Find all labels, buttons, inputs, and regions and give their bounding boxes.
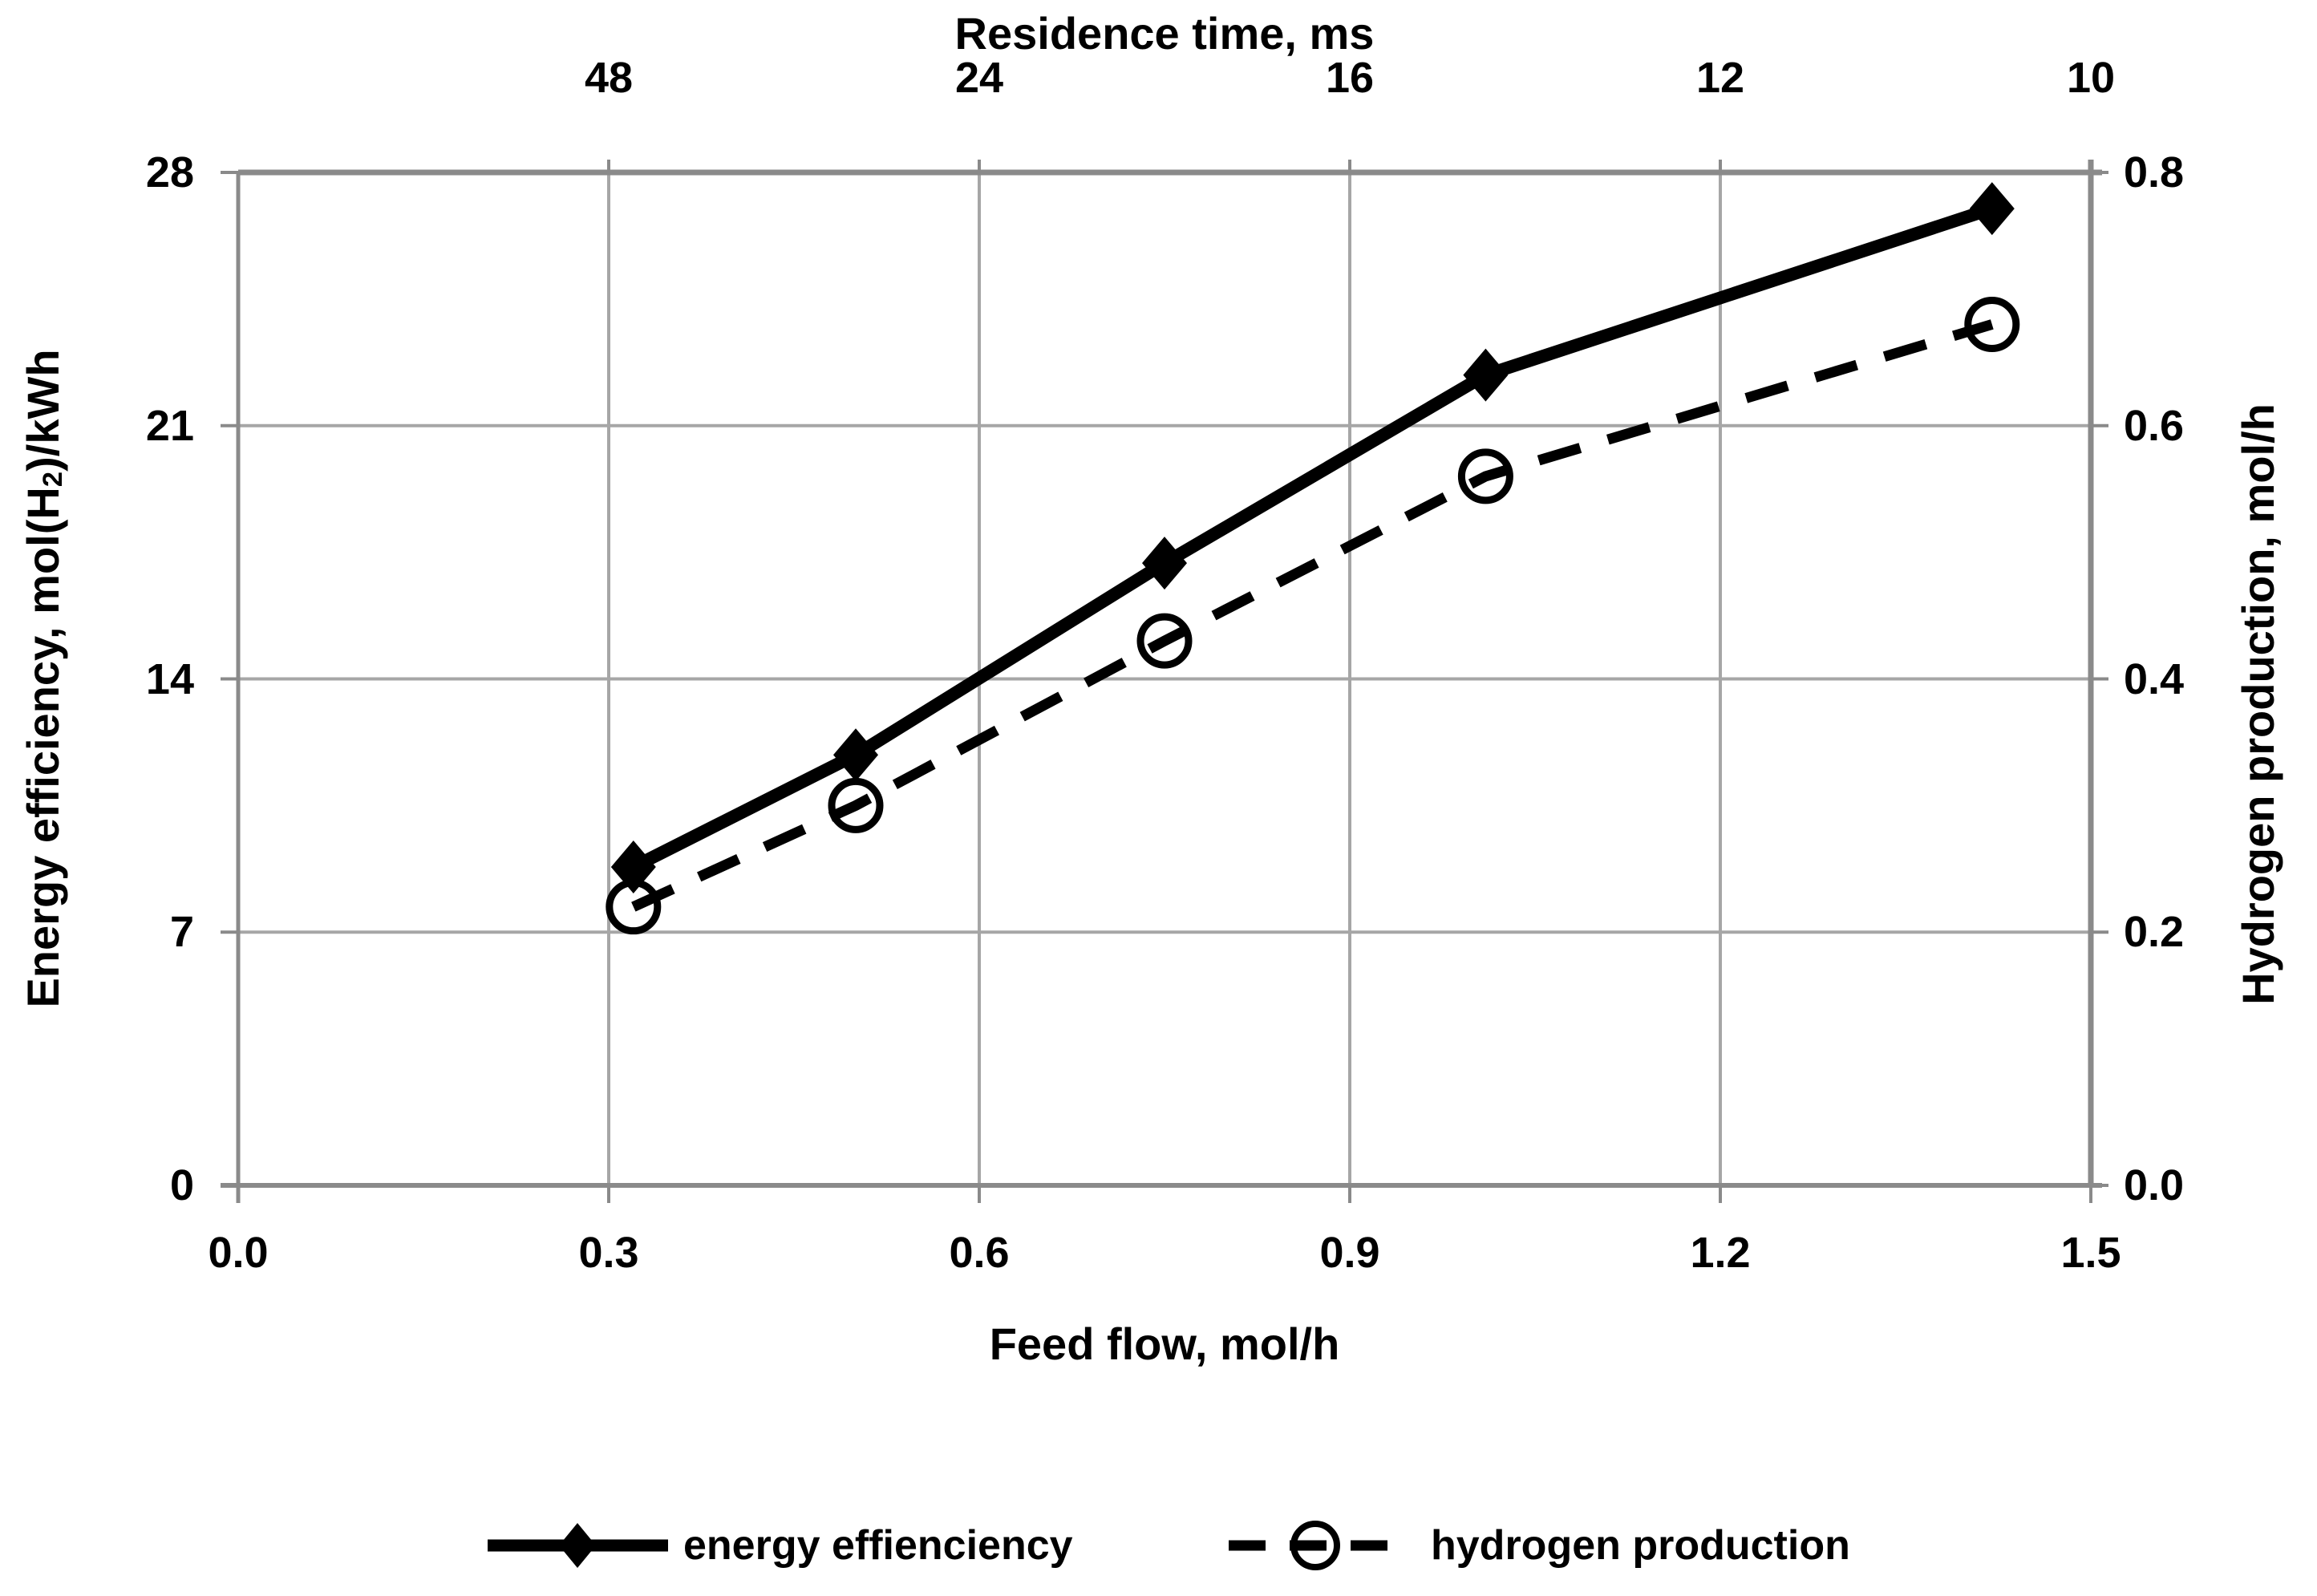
series-line-hydrogen-production — [631, 319, 1994, 912]
data-point-diamond — [1142, 537, 1187, 590]
left-axis-tick-label: 7 — [169, 908, 194, 957]
data-point-diamond — [610, 841, 656, 894]
top-axis-title: Residence time, ms — [954, 8, 1375, 59]
top-axis-tick-label: 12 — [1695, 54, 1745, 102]
data-point-circle — [1457, 448, 1513, 504]
right-axis-tick-label: 0.8 — [2124, 148, 2185, 196]
legend-label-hydrogen-production: hydrogen production — [1431, 1522, 1850, 1569]
legend-label-energy-efficiency: energy effienciency — [683, 1522, 1073, 1569]
x-axis-tick-label: 1.2 — [1690, 1229, 1751, 1277]
top-axis-tick-label: 24 — [954, 54, 1004, 102]
right-axis-tick-label: 0.2 — [2124, 908, 2185, 957]
x-axis-title: Feed flow, mol/h — [989, 1319, 1340, 1369]
top-axis-tick-label: 16 — [1325, 54, 1375, 102]
left-axis-tick-label: 21 — [145, 401, 194, 450]
x-axis-tick-label: 0.0 — [208, 1229, 269, 1277]
x-axis-tick-label: 0.9 — [1319, 1229, 1380, 1277]
right-axis-tick-label: 0.0 — [2124, 1161, 2185, 1209]
data-point-diamond — [833, 728, 878, 782]
top-axis-tick-label: 48 — [584, 54, 634, 102]
x-axis-tick-label: 1.5 — [2060, 1229, 2121, 1277]
right-axis-tick-label: 0.4 — [2124, 654, 2185, 703]
data-point-diamond — [1463, 348, 1509, 402]
left-axis-tick-label: 14 — [145, 654, 194, 703]
x-axis-tick-label: 0.6 — [949, 1229, 1010, 1277]
right-axis-title: Hydrogen production, mol/h — [2233, 403, 2283, 1005]
top-axis-tick-label: 10 — [2066, 54, 2116, 102]
data-point-circle — [606, 879, 662, 935]
data-point-circle — [1136, 613, 1193, 669]
left-axis-tick-label: 28 — [145, 148, 194, 196]
left-axis-title-subscript: 2 — [38, 471, 69, 488]
legend-marker-diamond — [559, 1523, 596, 1568]
data-point-circle — [1964, 296, 2020, 352]
legend-marker-circle — [1290, 1521, 1340, 1570]
left-axis-tick-label: 0 — [169, 1161, 194, 1209]
data-point-circle — [828, 777, 884, 833]
x-axis-tick-label: 0.3 — [578, 1229, 639, 1277]
series-line-energy-efficiency — [630, 202, 1995, 873]
data-point-diamond — [1969, 182, 2015, 236]
right-axis-tick-label: 0.6 — [2124, 401, 2185, 450]
